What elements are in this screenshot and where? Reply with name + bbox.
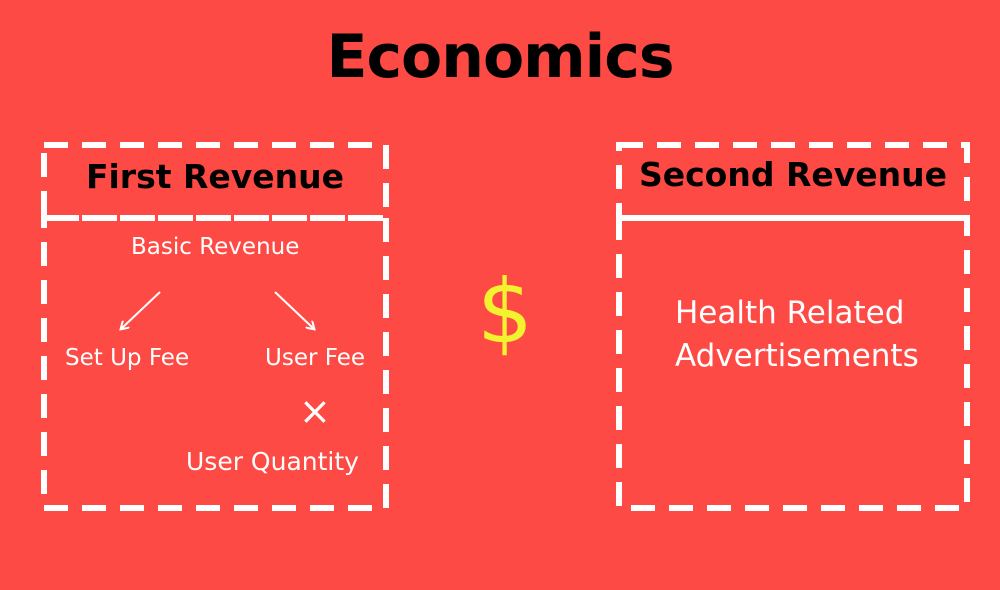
multiply-sign: × xyxy=(299,389,331,433)
first-revenue-heading: First Revenue xyxy=(85,157,345,196)
dollar-sign-icon: $ xyxy=(477,260,533,363)
second-revenue-body-box xyxy=(616,215,970,511)
setup-fee-label: Set Up Fee xyxy=(65,345,190,371)
second-revenue-header-box xyxy=(616,142,970,221)
arrow-to-user-fee xyxy=(274,291,313,328)
first-revenue-body-box xyxy=(41,215,389,511)
ad-line-1: Health Related xyxy=(675,295,905,331)
arrow-to-setup-fee xyxy=(122,291,161,328)
ad-line-2: Advertisements xyxy=(675,338,919,374)
basic-revenue-label: Basic Revenue xyxy=(131,234,300,260)
second-revenue-heading: Second Revenue xyxy=(638,155,948,194)
user-fee-label: User Fee xyxy=(265,345,366,371)
page-title: Economics xyxy=(326,22,674,92)
user-quantity-label: User Quantity xyxy=(186,447,359,476)
